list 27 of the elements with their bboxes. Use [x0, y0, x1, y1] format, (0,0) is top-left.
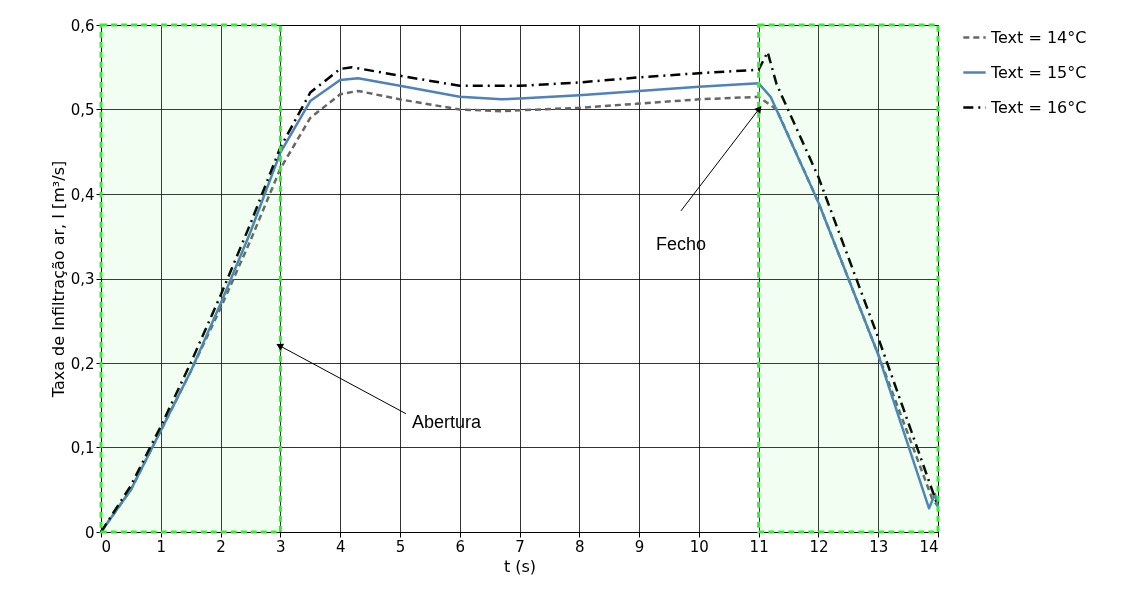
x-tick-label: 14 [919, 537, 939, 556]
y-tick-label: 0,5 [70, 101, 95, 119]
x-tick-label: 2 [216, 537, 226, 556]
x-tick-label: 7 [515, 537, 525, 556]
y-tick-label: 0 [84, 523, 95, 542]
x-tick-label: 1 [156, 537, 167, 556]
x-tick-label: 10 [689, 537, 709, 556]
x-tick-label: 8 [575, 537, 585, 556]
x-tick-label: 6 [455, 537, 465, 556]
x-tick-label: 9 [634, 537, 645, 556]
y-tick-label: 0,3 [70, 270, 95, 288]
y-axis-title: Taxa de Infiltração ar, I [m³/s] [48, 160, 68, 399]
legend-label: Text = 16°C [990, 97, 1087, 117]
x-tick-label: 0 [101, 537, 112, 556]
y-tick-label: 0,6 [70, 16, 95, 35]
legend-label: Text = 15°C [990, 62, 1087, 82]
x-tick-label: 5 [395, 537, 406, 556]
x-tick-label: 13 [869, 537, 889, 556]
y-tick-label: 0,2 [70, 354, 95, 373]
x-tick-label: 4 [335, 537, 346, 556]
x-axis-title: t (s) [503, 556, 537, 576]
legend-label: Text = 14°C [990, 27, 1087, 47]
x-tick-label: 12 [809, 537, 829, 556]
y-tick-label: 0,4 [70, 185, 95, 204]
x-tick-label: 3 [276, 537, 286, 556]
x-tick-label: 11 [749, 537, 769, 556]
y-tick-label: 0,1 [70, 439, 95, 457]
